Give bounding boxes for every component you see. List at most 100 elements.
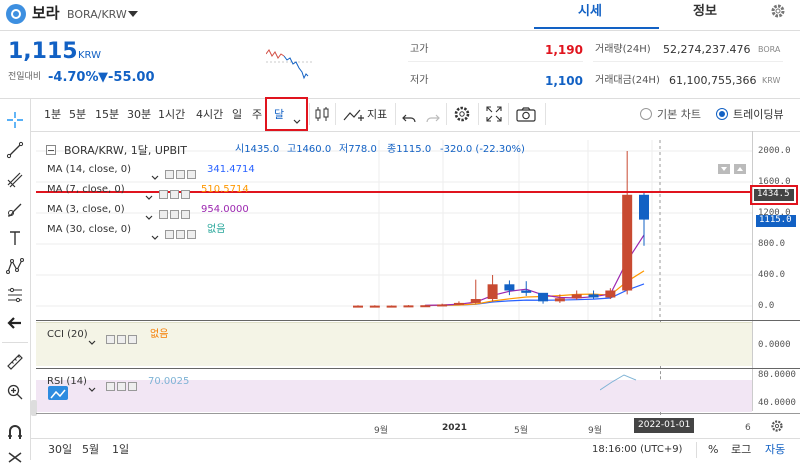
tab-market[interactable]: 시세 <box>578 4 602 19</box>
pane-collapse-down-icon[interactable] <box>718 164 730 174</box>
ruler-tool-icon[interactable] <box>4 351 26 373</box>
interval-1[interactable]: 1분 <box>44 108 62 121</box>
pane-collapse-up-icon[interactable] <box>734 164 746 174</box>
fullscreen-icon[interactable] <box>486 106 502 126</box>
rsi-tick-80: 80.0000 <box>758 370 796 380</box>
change-percent: -4.70% <box>48 70 99 85</box>
candle-body-3 <box>386 305 397 308</box>
current-price: 1,115 <box>8 39 78 64</box>
ma-dropdown-icon-1[interactable] <box>151 166 159 185</box>
interval-3[interactable]: 15분 <box>95 108 120 121</box>
interval-6[interactable]: 4시간 <box>196 108 224 121</box>
amount-value: 61,100,755,366 <box>669 74 757 87</box>
tab-market-underline <box>534 27 659 29</box>
price-tick-1: 2000.0 <box>758 146 791 156</box>
log-toggle[interactable]: 로그 <box>731 443 752 456</box>
change-label: 전일대비 <box>8 72 42 82</box>
redo-icon[interactable] <box>426 109 440 128</box>
ma-value-1: 341.4714 <box>207 164 255 175</box>
legend-close: 종1115.0 <box>387 144 432 155</box>
settings-gear-icon[interactable] <box>770 3 786 23</box>
candle-body-11 <box>521 290 532 293</box>
ma-controls-1[interactable] <box>163 164 196 183</box>
time-tick-1: 9월 <box>374 426 389 436</box>
rsi-pane <box>36 380 752 412</box>
ma-controls-4[interactable] <box>163 224 196 243</box>
cci-controls[interactable] <box>104 329 137 348</box>
eraser-tool-icon[interactable] <box>4 446 26 468</box>
rsi-label: RSI (14) <box>47 376 87 387</box>
ma-dropdown-icon-4[interactable] <box>151 226 159 245</box>
brush-tool-icon[interactable] <box>4 199 26 221</box>
coin-logo-icon <box>6 4 26 24</box>
fib-tool-icon[interactable] <box>4 284 26 306</box>
interval-5[interactable]: 1시간 <box>158 108 186 121</box>
candle-body-15 <box>588 294 599 298</box>
cci-pane <box>36 322 752 366</box>
tab-info[interactable]: 정보 <box>693 4 717 19</box>
range-button-1[interactable]: 30일 <box>48 443 73 456</box>
rsi-line <box>600 374 637 391</box>
range-button-2[interactable]: 5월 <box>82 443 100 456</box>
low-value: 1,100 <box>545 74 583 88</box>
range-button-3[interactable]: 1일 <box>112 443 130 456</box>
trend-line-tool-icon[interactable] <box>4 139 26 161</box>
ma-controls-2[interactable] <box>157 184 190 203</box>
interval-4[interactable]: 30분 <box>127 108 152 121</box>
main-chart <box>36 140 752 320</box>
interval-8[interactable]: 주 <box>252 108 263 121</box>
tradingview-label: 트레이딩뷰 <box>733 108 784 121</box>
ma-value-4: 없음 <box>207 224 226 235</box>
ma-label-3: MA (3, close, 0) <box>47 204 125 215</box>
clock: 18:16:00 (UTC+9) <box>592 444 683 455</box>
interval-7[interactable]: 일 <box>232 108 243 121</box>
volume-value: 52,274,237.476 <box>663 43 751 56</box>
text-tool-icon[interactable] <box>4 227 26 249</box>
scroll-left-handle[interactable] <box>31 400 37 416</box>
low-label: 저가 <box>410 75 429 86</box>
screenshot-camera-icon[interactable] <box>516 107 536 126</box>
ma-dropdown-icon-3[interactable] <box>145 206 153 225</box>
crosshair-tool-icon[interactable] <box>4 109 26 131</box>
candle-body-5 <box>420 305 431 308</box>
ma-label-2: MA (7, close, 0) <box>47 184 125 195</box>
rsi-dropdown-icon[interactable] <box>88 378 96 397</box>
basic-chart-radio[interactable] <box>640 108 652 120</box>
zoom-tool-icon[interactable] <box>4 381 26 403</box>
interval-2[interactable]: 5분 <box>69 108 87 121</box>
percent-toggle[interactable]: % <box>708 443 719 456</box>
candle-type-icon[interactable] <box>314 105 330 127</box>
pattern-tool-icon[interactable] <box>4 255 26 277</box>
amount-unit: KRW <box>762 76 781 85</box>
interval-dropdown-icon[interactable] <box>293 110 301 129</box>
ma-controls-3[interactable] <box>157 204 190 223</box>
change-absolute: ▼-55.00 <box>98 70 155 85</box>
time-tick-3: 5월 <box>514 426 529 436</box>
close-price-marker: 1115.0 <box>756 215 796 227</box>
time-axis-settings-icon[interactable] <box>770 418 784 437</box>
tradingview-radio[interactable] <box>716 108 728 120</box>
pitchfork-tool-icon[interactable] <box>4 169 26 191</box>
rsi-controls[interactable] <box>104 376 137 395</box>
legend-symbol: BORA/KRW, 1달, UPBIT <box>64 144 188 157</box>
chart-settings-icon[interactable] <box>453 105 471 127</box>
ma-value-2: 510.5714 <box>201 184 249 195</box>
interval-9[interactable]: 달 <box>274 108 285 121</box>
crosshair-time-label: 2022-01-01 <box>634 418 695 433</box>
candle-body-1 <box>353 305 363 308</box>
ma-label-4: MA (30, close, 0) <box>47 224 132 235</box>
magnet-tool-icon[interactable] <box>4 421 26 443</box>
ma-dropdown-icon-2[interactable] <box>145 186 153 205</box>
candle-body-7 <box>453 302 464 305</box>
rsi-value: 70.0025 <box>148 376 190 387</box>
cci-dropdown-icon[interactable] <box>88 331 96 350</box>
legend-collapse-icon[interactable] <box>46 145 56 155</box>
indicator-icon[interactable] <box>343 107 365 126</box>
pair-dropdown-icon[interactable] <box>128 11 138 17</box>
indicator-button[interactable]: 지표 <box>367 108 388 121</box>
price-tick-3: 1200.0 <box>758 208 791 218</box>
interval-highlight-box <box>265 97 308 131</box>
back-arrow-icon[interactable] <box>4 312 26 334</box>
undo-icon[interactable] <box>402 109 416 128</box>
auto-toggle[interactable]: 자동 <box>765 443 786 456</box>
